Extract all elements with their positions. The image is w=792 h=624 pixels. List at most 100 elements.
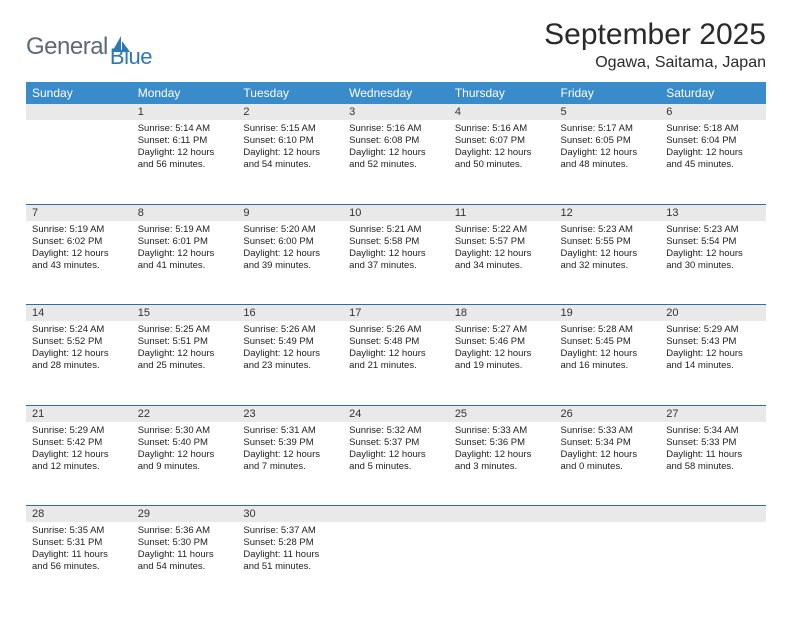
daylight-line: Daylight: 12 hours and 14 minutes. <box>666 348 760 372</box>
day-number <box>660 506 766 522</box>
weekday-header: Sunday <box>26 82 132 104</box>
day-content: Sunrise: 5:25 AMSunset: 5:51 PMDaylight:… <box>132 321 238 377</box>
daynum-row: 78910111213 <box>26 204 766 221</box>
day-cell: Sunrise: 5:26 AMSunset: 5:49 PMDaylight:… <box>237 321 343 405</box>
week-row: Sunrise: 5:35 AMSunset: 5:31 PMDaylight:… <box>26 522 766 606</box>
sunrise-line: Sunrise: 5:22 AM <box>455 224 549 236</box>
daynum-row: 282930 <box>26 506 766 523</box>
sunrise-line: Sunrise: 5:35 AM <box>32 525 126 537</box>
sunrise-line: Sunrise: 5:19 AM <box>32 224 126 236</box>
daylight-line: Daylight: 12 hours and 30 minutes. <box>666 248 760 272</box>
sunrise-line: Sunrise: 5:30 AM <box>138 425 232 437</box>
day-content: Sunrise: 5:36 AMSunset: 5:30 PMDaylight:… <box>132 522 238 578</box>
weekday-header: Saturday <box>660 82 766 104</box>
day-number-cell: 19 <box>555 305 661 322</box>
day-content: Sunrise: 5:20 AMSunset: 6:00 PMDaylight:… <box>237 221 343 277</box>
day-number: 19 <box>555 305 661 321</box>
sunrise-line: Sunrise: 5:33 AM <box>561 425 655 437</box>
logo-text-blue: Blue <box>110 24 152 70</box>
day-cell <box>660 522 766 606</box>
day-number-cell: 6 <box>660 104 766 120</box>
day-cell: Sunrise: 5:22 AMSunset: 5:57 PMDaylight:… <box>449 221 555 305</box>
calendar-page: General Blue September 2025 Ogawa, Saita… <box>0 0 792 624</box>
sunset-line: Sunset: 5:49 PM <box>243 336 337 348</box>
daylight-line: Daylight: 12 hours and 50 minutes. <box>455 147 549 171</box>
day-content: Sunrise: 5:31 AMSunset: 5:39 PMDaylight:… <box>237 422 343 478</box>
day-cell <box>26 120 132 204</box>
daylight-line: Daylight: 12 hours and 52 minutes. <box>349 147 443 171</box>
day-number: 12 <box>555 205 661 221</box>
daylight-line: Daylight: 12 hours and 45 minutes. <box>666 147 760 171</box>
day-number: 3 <box>343 104 449 120</box>
day-cell: Sunrise: 5:33 AMSunset: 5:36 PMDaylight:… <box>449 422 555 506</box>
day-cell: Sunrise: 5:28 AMSunset: 5:45 PMDaylight:… <box>555 321 661 405</box>
daylight-line: Daylight: 11 hours and 56 minutes. <box>32 549 126 573</box>
daynum-row: 14151617181920 <box>26 305 766 322</box>
day-number: 7 <box>26 205 132 221</box>
day-number-cell: 17 <box>343 305 449 322</box>
day-number-cell: 29 <box>132 506 238 523</box>
day-content: Sunrise: 5:14 AMSunset: 6:11 PMDaylight:… <box>132 120 238 176</box>
sunset-line: Sunset: 5:36 PM <box>455 437 549 449</box>
daylight-line: Daylight: 12 hours and 41 minutes. <box>138 248 232 272</box>
weekday-header: Thursday <box>449 82 555 104</box>
sunset-line: Sunset: 6:08 PM <box>349 135 443 147</box>
day-cell: Sunrise: 5:25 AMSunset: 5:51 PMDaylight:… <box>132 321 238 405</box>
sunrise-line: Sunrise: 5:23 AM <box>561 224 655 236</box>
day-cell: Sunrise: 5:31 AMSunset: 5:39 PMDaylight:… <box>237 422 343 506</box>
day-number <box>343 506 449 522</box>
day-cell: Sunrise: 5:30 AMSunset: 5:40 PMDaylight:… <box>132 422 238 506</box>
day-content: Sunrise: 5:26 AMSunset: 5:49 PMDaylight:… <box>237 321 343 377</box>
sunset-line: Sunset: 6:01 PM <box>138 236 232 248</box>
day-number: 14 <box>26 305 132 321</box>
sunrise-line: Sunrise: 5:26 AM <box>243 324 337 336</box>
daylight-line: Daylight: 12 hours and 43 minutes. <box>32 248 126 272</box>
day-cell: Sunrise: 5:34 AMSunset: 5:33 PMDaylight:… <box>660 422 766 506</box>
day-content: Sunrise: 5:26 AMSunset: 5:48 PMDaylight:… <box>343 321 449 377</box>
weekday-header-row: Sunday Monday Tuesday Wednesday Thursday… <box>26 82 766 104</box>
day-number-cell: 25 <box>449 405 555 422</box>
daynum-row: 123456 <box>26 104 766 120</box>
sunset-line: Sunset: 5:43 PM <box>666 336 760 348</box>
weekday-header: Tuesday <box>237 82 343 104</box>
sunset-line: Sunset: 5:45 PM <box>561 336 655 348</box>
day-number: 28 <box>26 506 132 522</box>
day-cell: Sunrise: 5:23 AMSunset: 5:54 PMDaylight:… <box>660 221 766 305</box>
day-number-cell <box>449 506 555 523</box>
day-number <box>449 506 555 522</box>
month-title: September 2025 <box>544 18 766 52</box>
day-content: Sunrise: 5:17 AMSunset: 6:05 PMDaylight:… <box>555 120 661 176</box>
day-content: Sunrise: 5:24 AMSunset: 5:52 PMDaylight:… <box>26 321 132 377</box>
day-content: Sunrise: 5:37 AMSunset: 5:28 PMDaylight:… <box>237 522 343 578</box>
sunset-line: Sunset: 5:30 PM <box>138 537 232 549</box>
day-number-cell: 16 <box>237 305 343 322</box>
sunset-line: Sunset: 5:51 PM <box>138 336 232 348</box>
daylight-line: Daylight: 12 hours and 7 minutes. <box>243 449 337 473</box>
sunset-line: Sunset: 6:07 PM <box>455 135 549 147</box>
sunset-line: Sunset: 5:46 PM <box>455 336 549 348</box>
day-number-cell: 1 <box>132 104 238 120</box>
day-cell: Sunrise: 5:19 AMSunset: 6:02 PMDaylight:… <box>26 221 132 305</box>
daylight-line: Daylight: 12 hours and 56 minutes. <box>138 147 232 171</box>
day-content: Sunrise: 5:29 AMSunset: 5:43 PMDaylight:… <box>660 321 766 377</box>
daylight-line: Daylight: 12 hours and 37 minutes. <box>349 248 443 272</box>
day-number-cell: 12 <box>555 204 661 221</box>
daylight-line: Daylight: 12 hours and 32 minutes. <box>561 248 655 272</box>
sunrise-line: Sunrise: 5:34 AM <box>666 425 760 437</box>
day-number-cell: 2 <box>237 104 343 120</box>
day-number-cell: 10 <box>343 204 449 221</box>
day-number-cell <box>555 506 661 523</box>
day-number: 24 <box>343 406 449 422</box>
day-content: Sunrise: 5:22 AMSunset: 5:57 PMDaylight:… <box>449 221 555 277</box>
day-number: 11 <box>449 205 555 221</box>
sunset-line: Sunset: 5:34 PM <box>561 437 655 449</box>
daylight-line: Daylight: 11 hours and 51 minutes. <box>243 549 337 573</box>
day-content: Sunrise: 5:16 AMSunset: 6:07 PMDaylight:… <box>449 120 555 176</box>
weekday-header: Friday <box>555 82 661 104</box>
day-number: 16 <box>237 305 343 321</box>
day-cell: Sunrise: 5:14 AMSunset: 6:11 PMDaylight:… <box>132 120 238 204</box>
daynum-row: 21222324252627 <box>26 405 766 422</box>
day-content: Sunrise: 5:19 AMSunset: 6:01 PMDaylight:… <box>132 221 238 277</box>
day-cell: Sunrise: 5:21 AMSunset: 5:58 PMDaylight:… <box>343 221 449 305</box>
day-number: 22 <box>132 406 238 422</box>
